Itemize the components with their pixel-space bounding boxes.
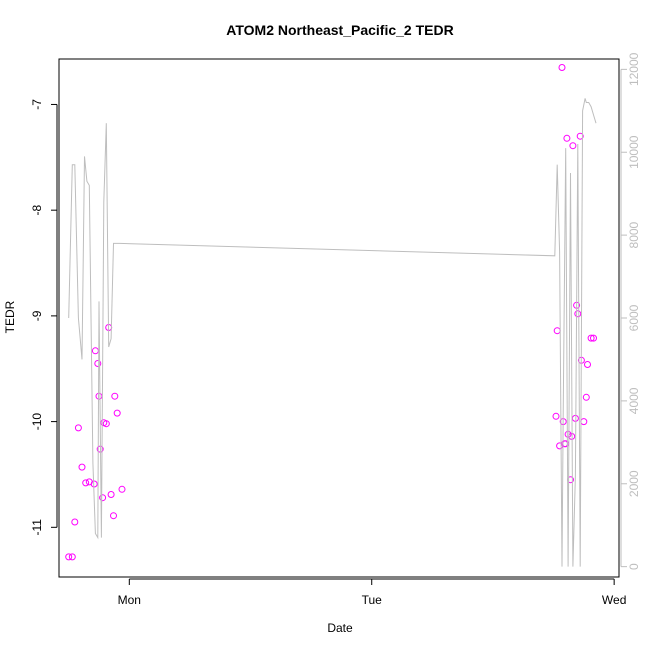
data-point <box>113 409 121 417</box>
data-point <box>68 553 76 561</box>
data-point <box>102 420 110 428</box>
right-tick-label: 10000 <box>627 135 641 169</box>
right-tick-label: 4000 <box>627 387 641 414</box>
right-tick-label: 8000 <box>627 221 641 248</box>
series-line <box>68 98 597 567</box>
data-point <box>582 393 590 401</box>
right-tick-label: 12000 <box>627 52 641 86</box>
x-tick-label: Tue <box>362 593 383 607</box>
data-point <box>587 334 595 342</box>
data-point <box>78 463 86 471</box>
data-point <box>574 310 582 318</box>
data-point <box>558 64 566 71</box>
data-point <box>576 132 584 140</box>
x-tick-label: Wed <box>602 593 626 607</box>
data-point <box>590 334 597 342</box>
right-tick-label: 0 <box>627 563 641 570</box>
data-point <box>111 392 119 400</box>
y-tick-label: -8 <box>30 205 44 216</box>
data-point <box>91 347 99 355</box>
y-tick-label: -10 <box>30 413 44 431</box>
data-point <box>553 327 561 335</box>
y-tick-label: -9 <box>30 310 44 321</box>
data-point <box>564 430 572 438</box>
data-point <box>82 479 90 487</box>
data-point <box>563 134 571 142</box>
data-point <box>584 361 591 368</box>
plot-area: Mon Tue Wed -7 -8 -9 -10 -11 0 2000 4000 6000 8000 10… <box>30 52 641 607</box>
x-axis-label: Date <box>327 621 353 635</box>
data-point <box>99 494 107 502</box>
data-point <box>569 142 577 150</box>
right-tick-label: 6000 <box>627 304 641 331</box>
plot-frame <box>58 58 620 578</box>
y-axis-label: TEDR <box>3 300 17 333</box>
data-point <box>94 360 102 367</box>
y-tick-label: -11 <box>30 519 44 536</box>
data-point <box>552 412 560 420</box>
right-tick-label: 2000 <box>627 470 641 497</box>
data-point <box>107 491 115 498</box>
data-point <box>74 424 82 432</box>
data-point <box>65 553 73 561</box>
chart-title: ATOM2 Northeast_Pacific_2 TEDR <box>226 22 453 38</box>
data-point <box>118 485 126 493</box>
x-tick-label: Mon <box>118 593 141 607</box>
y-tick-label: -7 <box>30 99 44 110</box>
data-point <box>71 518 79 526</box>
data-point <box>580 418 588 426</box>
data-point <box>110 512 117 520</box>
